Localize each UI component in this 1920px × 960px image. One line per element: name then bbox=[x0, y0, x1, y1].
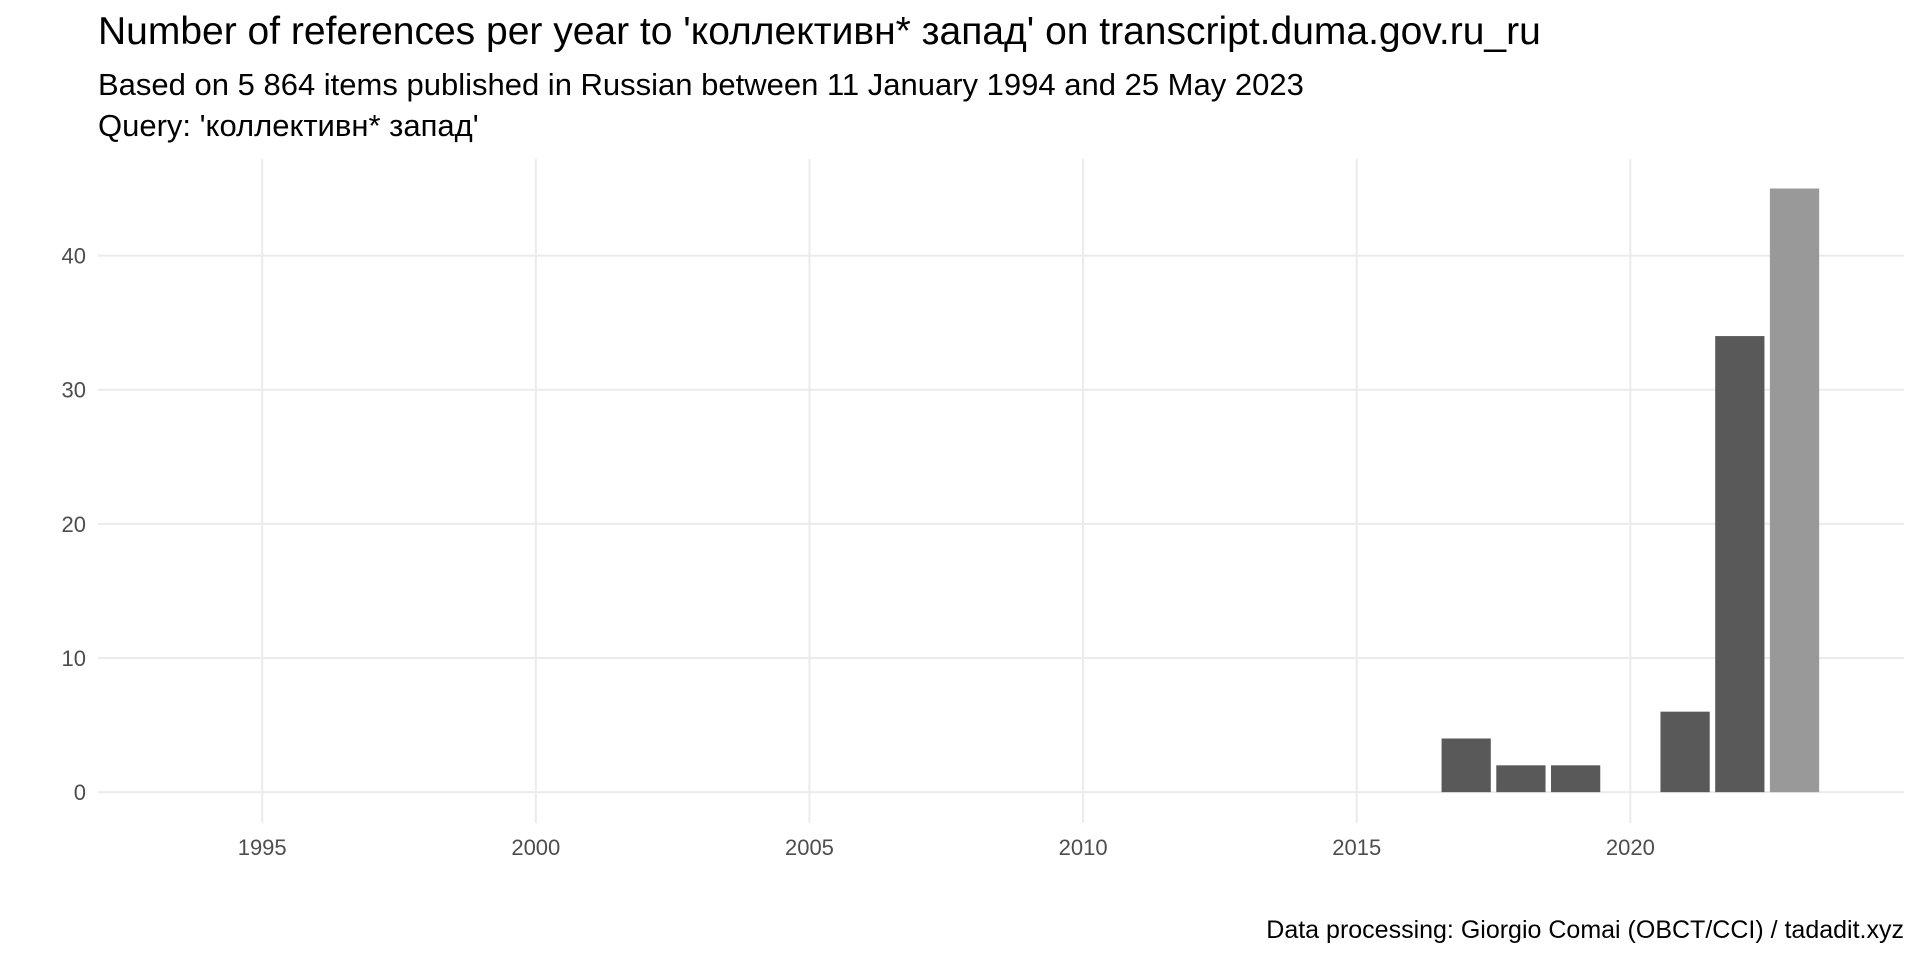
x-tick-label: 2010 bbox=[1059, 835, 1108, 860]
chart-title: Number of references per year to 'коллек… bbox=[98, 10, 1541, 53]
x-tick-label: 2000 bbox=[511, 835, 560, 860]
chart-caption: Data processing: Giorgio Comai (OBCT/CCI… bbox=[1266, 916, 1904, 944]
bar bbox=[1769, 188, 1820, 793]
bar bbox=[1660, 711, 1710, 793]
y-tick-label: 0 bbox=[74, 780, 86, 805]
x-tick-label: 2020 bbox=[1606, 835, 1655, 860]
y-tick-label: 20 bbox=[62, 512, 86, 537]
x-tick-label: 2015 bbox=[1332, 835, 1381, 860]
y-tick-label: 10 bbox=[62, 646, 86, 671]
y-tick-label: 30 bbox=[62, 378, 86, 403]
bar bbox=[1441, 738, 1491, 793]
x-tick-label: 1995 bbox=[238, 835, 287, 860]
chart-query: Query: 'коллективн* запад' bbox=[98, 108, 479, 143]
bar bbox=[1551, 765, 1601, 793]
chart-subtitle: Based on 5 864 items published in Russia… bbox=[98, 67, 1304, 102]
y-tick-label: 40 bbox=[62, 244, 86, 269]
bar bbox=[1715, 336, 1765, 793]
x-tick-label: 2005 bbox=[785, 835, 834, 860]
bar bbox=[1496, 765, 1546, 793]
